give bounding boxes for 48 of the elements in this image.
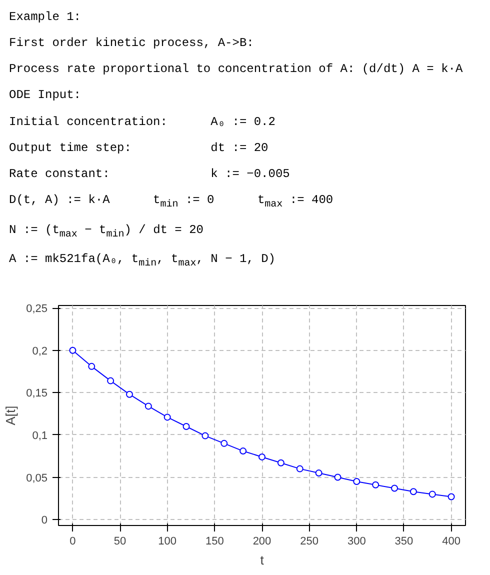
text: First order kinetic process, A->B: bbox=[9, 35, 255, 52]
point bbox=[164, 414, 171, 421]
x-tick-label: 300 bbox=[347, 536, 366, 548]
point bbox=[182, 423, 190, 430]
point bbox=[315, 470, 322, 477]
x-tick-label: 150 bbox=[206, 536, 224, 548]
x-tick-label: 100 bbox=[158, 536, 177, 548]
point bbox=[202, 432, 209, 440]
point bbox=[107, 377, 114, 384]
text: Example 1: bbox=[9, 9, 82, 26]
x-tick-label: 250 bbox=[300, 536, 319, 548]
point bbox=[240, 448, 247, 455]
text: Rate constant: k := −0.005 bbox=[9, 166, 291, 183]
point bbox=[410, 488, 417, 496]
y-tick-label: 0,2 bbox=[32, 345, 48, 358]
y-tick-label: 0,25 bbox=[26, 303, 48, 316]
text: Process rate proportional to concentration of A: (d/dt) A = k·A bbox=[9, 61, 463, 78]
x-tick-label: 0 bbox=[70, 536, 76, 548]
point bbox=[126, 390, 133, 398]
text: D(t, A) := k·A t$_{min}$ := 0 t$_{max}$ := 400 bbox=[9, 192, 334, 212]
point bbox=[391, 484, 398, 492]
point bbox=[258, 453, 266, 460]
y-tick-label: 0,15 bbox=[26, 388, 48, 400]
point bbox=[220, 440, 228, 447]
point bbox=[428, 490, 436, 498]
point bbox=[448, 493, 455, 500]
point bbox=[144, 402, 152, 410]
y-tick-label: 0,05 bbox=[26, 472, 48, 484]
y-tick-label: 0 bbox=[41, 514, 48, 527]
point bbox=[372, 481, 380, 488]
point bbox=[296, 465, 304, 472]
x-axis-title: t bbox=[260, 552, 264, 568]
point bbox=[88, 362, 96, 370]
x-tick-label: 400 bbox=[442, 536, 460, 548]
point bbox=[277, 459, 284, 466]
point bbox=[69, 346, 76, 354]
point bbox=[353, 478, 360, 485]
x-tick-label: 200 bbox=[252, 536, 272, 548]
text: Initial concentration: A₀ := 0.2 bbox=[9, 114, 276, 131]
y-axis-title: A[t] bbox=[3, 406, 18, 426]
text: ODE Input: bbox=[9, 87, 82, 104]
y-tick-label: 0,1 bbox=[32, 430, 48, 442]
x-tick-label: 50 bbox=[114, 536, 126, 548]
text: A := mk521fa(A₀, t$_{min}$, t$_{max}$, N − 1, D) bbox=[9, 251, 276, 272]
x-tick-label: 350 bbox=[394, 536, 414, 548]
text: N := (t$_{max}$ − t$_{min}$) / dt = 20 bbox=[9, 222, 204, 242]
point bbox=[334, 474, 342, 481]
text: Output time step: dt := 20 bbox=[9, 140, 270, 157]
